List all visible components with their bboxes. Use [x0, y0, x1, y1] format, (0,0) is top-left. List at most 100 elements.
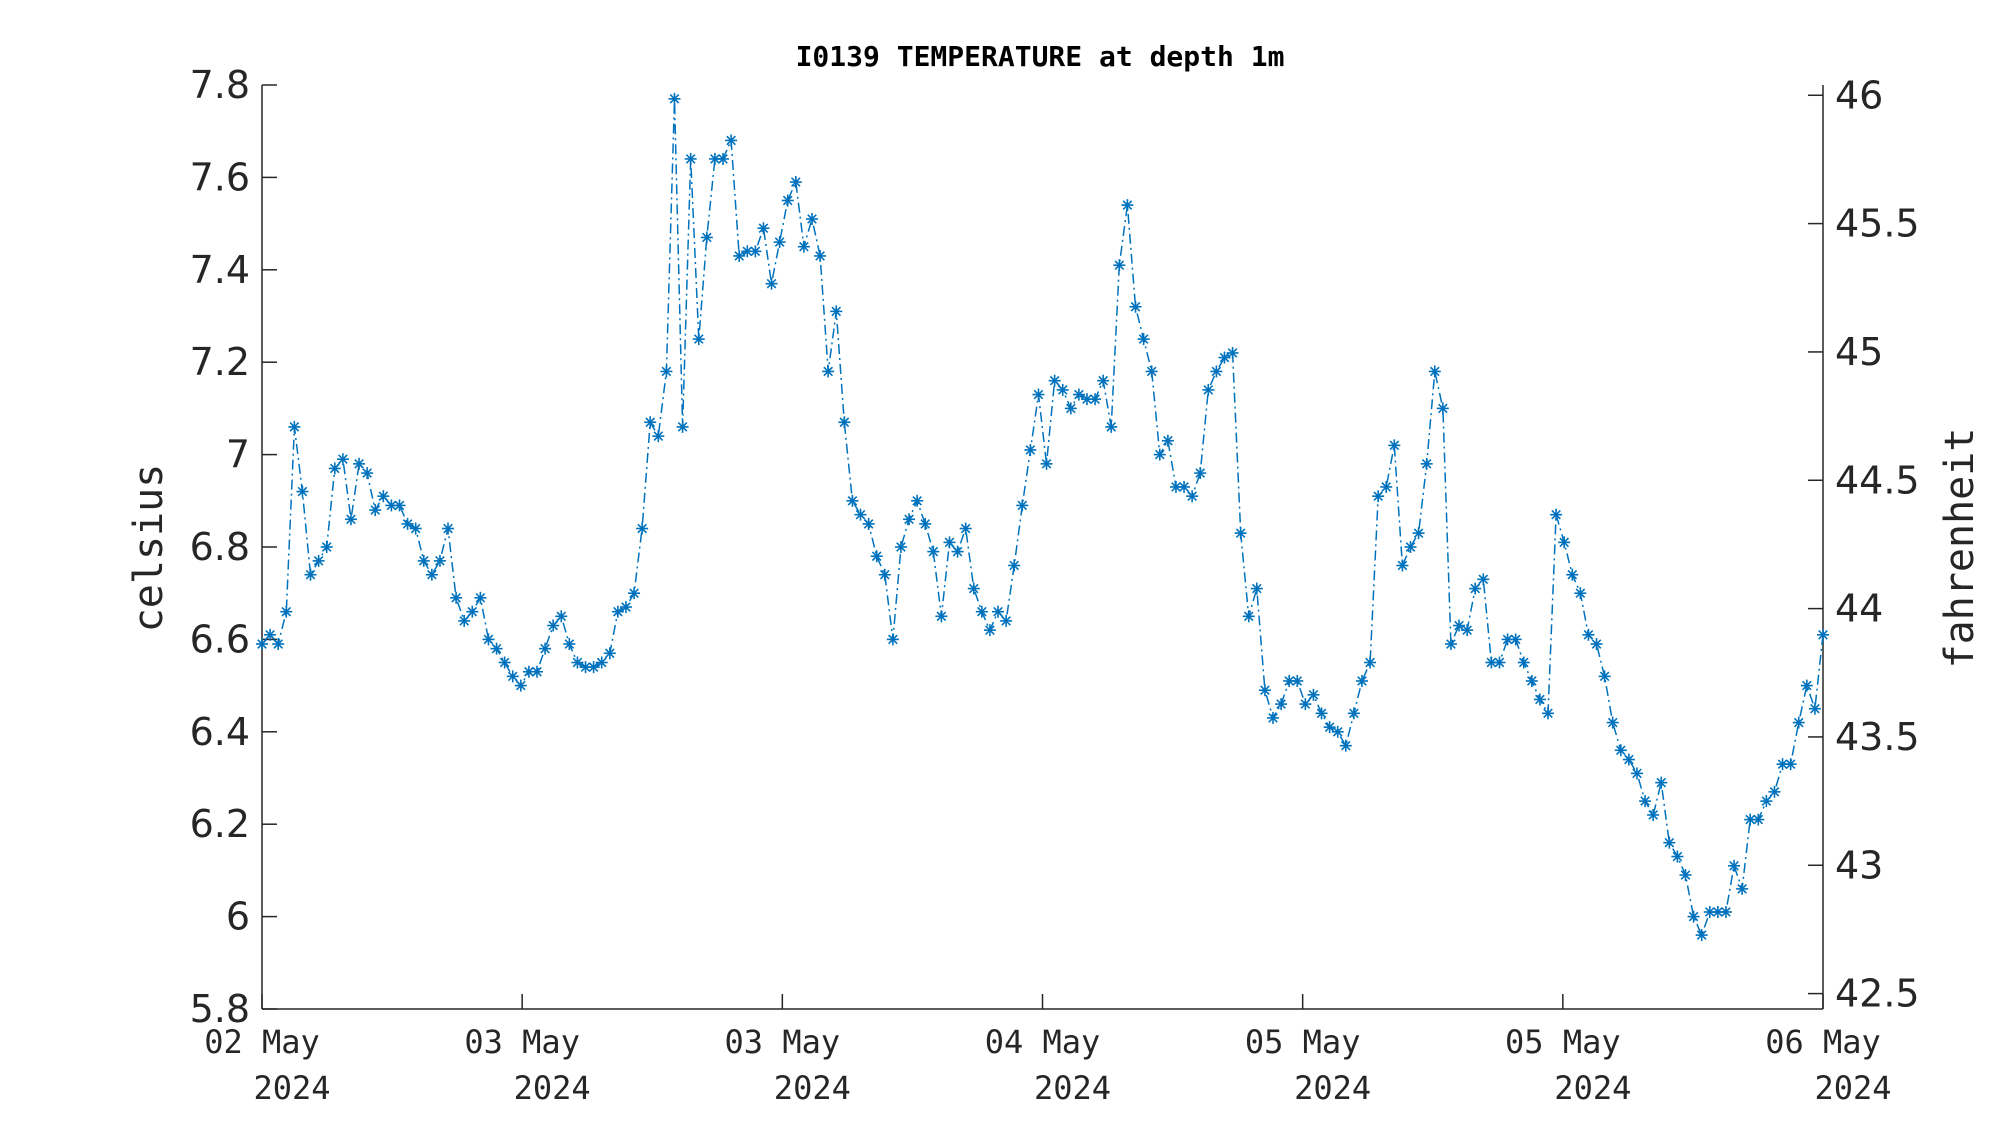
y2-tick-label: 43 — [1835, 843, 1883, 887]
y-tick-label: 7.6 — [190, 155, 250, 199]
data-point — [1258, 684, 1271, 697]
data-point — [1008, 559, 1021, 572]
y2-axis-label: fahrenheit — [1937, 428, 1983, 669]
data-point — [1542, 707, 1555, 720]
data-point — [1016, 499, 1029, 512]
data-point — [1590, 638, 1603, 651]
data-point — [757, 222, 770, 235]
data-point — [1194, 467, 1207, 480]
data-point — [1493, 656, 1506, 669]
data-point — [1364, 656, 1377, 669]
data-point — [1161, 434, 1174, 447]
data-point — [361, 467, 374, 480]
data-point — [644, 416, 657, 429]
data-point — [425, 568, 438, 581]
data-point — [1800, 679, 1813, 692]
y-axis-label: celsius — [126, 464, 172, 633]
chart-title: I0139 TEMPERATURE at depth 1m — [796, 40, 1285, 73]
data-point — [870, 550, 883, 563]
data-point — [474, 591, 487, 604]
data-point — [1719, 905, 1732, 918]
data-point — [433, 554, 446, 567]
data-point — [1307, 688, 1320, 701]
data-point — [1024, 443, 1037, 456]
data-point — [628, 587, 641, 600]
data-point — [1331, 725, 1344, 738]
data-point — [992, 605, 1005, 618]
data-point — [603, 647, 616, 660]
series-line — [261, 98, 1824, 938]
data-point — [563, 638, 576, 651]
data-point — [579, 661, 592, 674]
data-point — [1469, 582, 1482, 595]
y2-tick-label: 46 — [1835, 73, 1883, 117]
data-point — [1404, 541, 1417, 553]
data-point — [1000, 614, 1013, 627]
data-point — [336, 453, 349, 466]
data-point — [344, 513, 357, 526]
y-tick-label: 6 — [226, 895, 250, 939]
y2-tick-label: 45 — [1835, 330, 1883, 374]
data-point — [1291, 674, 1304, 687]
data-point — [450, 591, 463, 604]
data-point — [927, 545, 940, 558]
data-point — [280, 605, 293, 618]
data-point — [1315, 707, 1328, 720]
data-point — [1655, 776, 1668, 789]
y-tick-label: 6.2 — [190, 802, 250, 846]
x-tick-label-year: 2024 — [514, 1069, 591, 1107]
data-point — [1533, 693, 1546, 706]
data-point — [547, 619, 560, 632]
x-tick-label: 06 May — [1765, 1023, 1881, 1061]
data-point — [522, 665, 535, 678]
data-point — [1072, 388, 1085, 401]
data-point — [814, 249, 827, 262]
data-point — [1622, 753, 1635, 766]
data-point — [1663, 836, 1676, 849]
data-point — [304, 568, 317, 581]
data-point — [1210, 365, 1223, 378]
y-tick-label: 7 — [226, 433, 250, 477]
data-point — [1728, 859, 1741, 872]
data-point — [1420, 457, 1433, 470]
data-point — [1647, 808, 1660, 821]
data-point — [1347, 707, 1360, 720]
data-point — [369, 504, 382, 517]
data-point — [1064, 402, 1077, 415]
data-point — [1671, 850, 1684, 863]
data-point — [1226, 346, 1239, 359]
data-point — [797, 240, 810, 253]
data-point — [822, 365, 835, 378]
data-point — [1768, 785, 1781, 798]
data-point — [1752, 813, 1765, 826]
data-point — [684, 152, 697, 165]
data-point — [1372, 490, 1385, 503]
data-point — [1113, 259, 1126, 272]
data-point — [1550, 508, 1563, 521]
data-point — [1444, 638, 1457, 651]
data-point — [1380, 480, 1393, 493]
data-point — [1242, 610, 1255, 623]
data-point — [967, 582, 980, 595]
data-point — [571, 656, 584, 669]
data-point — [587, 661, 600, 674]
data-point — [1453, 619, 1466, 632]
data-point — [1145, 365, 1158, 378]
x-tick-label: 04 May — [985, 1023, 1101, 1061]
data-point — [717, 152, 730, 165]
data-point — [1137, 333, 1150, 346]
data-point — [1558, 536, 1571, 549]
data-point — [530, 665, 543, 678]
data-point — [1089, 393, 1102, 406]
data-point — [668, 92, 681, 105]
data-point — [1299, 698, 1312, 711]
data-point — [660, 365, 673, 378]
data-point — [1121, 199, 1134, 212]
x-tick-label-year: 2024 — [253, 1069, 330, 1107]
data-point — [272, 638, 285, 651]
data-point — [1129, 300, 1142, 313]
x-tick-label: 02 May — [204, 1023, 320, 1061]
data-point — [935, 610, 948, 623]
data-point — [1056, 383, 1069, 396]
